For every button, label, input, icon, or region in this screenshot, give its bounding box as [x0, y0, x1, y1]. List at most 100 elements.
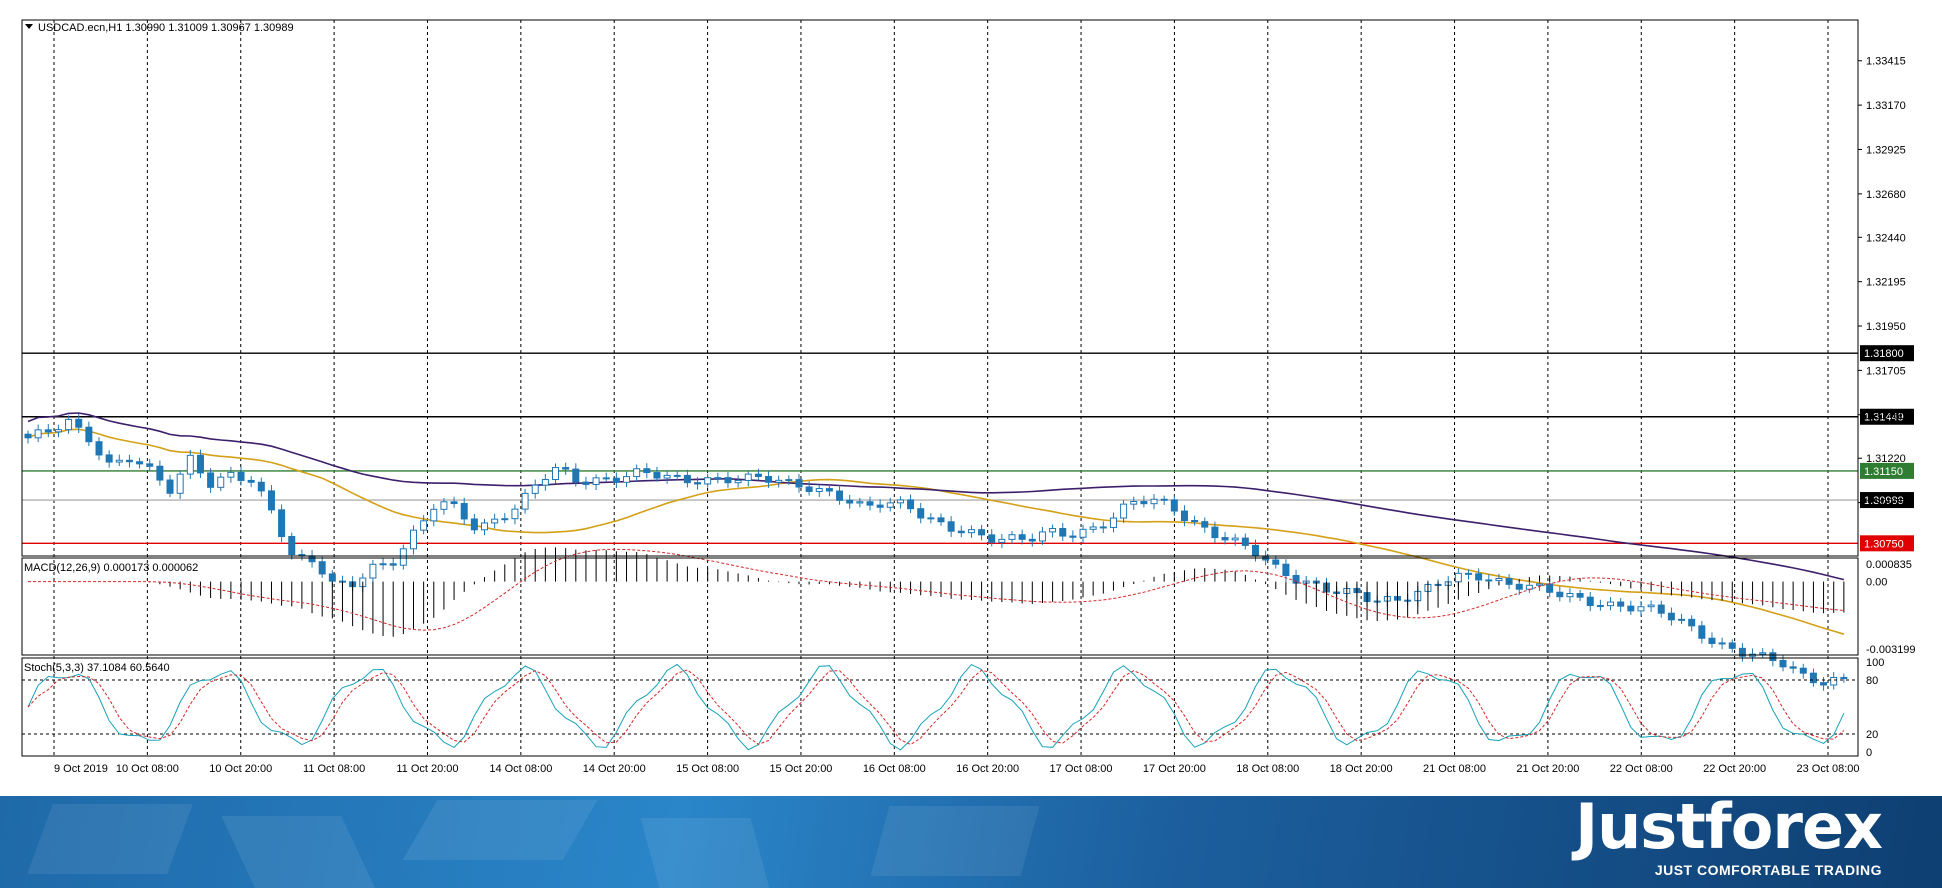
- candle-body: [1201, 521, 1209, 528]
- chevron-down-icon[interactable]: [25, 24, 33, 29]
- y-tick-label: 1.32680: [1866, 189, 1906, 201]
- candle-body: [237, 471, 245, 481]
- stoch-tick-label: 20: [1866, 729, 1878, 741]
- candle-body: [1728, 642, 1736, 649]
- y-tick-label: 1.31220: [1866, 453, 1906, 465]
- candle-body: [1109, 517, 1117, 528]
- candle-body: [125, 459, 133, 463]
- candle-body: [896, 499, 904, 504]
- candle-body: [1231, 537, 1239, 541]
- candle-body: [1586, 596, 1594, 607]
- candle-body: [491, 518, 499, 524]
- candle-body: [207, 472, 215, 488]
- candle-body: [744, 473, 752, 481]
- candle-body: [24, 433, 32, 439]
- candle-body: [765, 475, 773, 483]
- candle-body: [247, 479, 255, 483]
- candle-body: [815, 488, 823, 492]
- candle-body: [592, 477, 600, 485]
- candle-body: [481, 522, 488, 531]
- stoch-tick-label: 80: [1866, 675, 1878, 687]
- candle-body: [1221, 537, 1229, 541]
- candle-body: [1627, 605, 1635, 612]
- candle-body: [562, 467, 570, 470]
- y-tick-label: 1.32925: [1866, 144, 1906, 156]
- x-tick-label: 15 Oct 08:00: [676, 763, 739, 775]
- candle-body: [1799, 667, 1807, 674]
- y-tick-label: 1.33415: [1866, 56, 1906, 68]
- candle-body: [217, 476, 225, 488]
- level-tag-label: 1.31800: [1864, 348, 1904, 360]
- candle-body: [166, 479, 174, 494]
- candle-body: [1667, 612, 1675, 621]
- candle-body: [673, 474, 681, 477]
- candle-body: [1637, 606, 1645, 612]
- candle-body: [1241, 537, 1249, 546]
- x-tick-label: 10 Oct 20:00: [209, 763, 272, 775]
- candle-body: [430, 508, 438, 522]
- macd-tick-label: 0.000835: [1866, 559, 1912, 571]
- candle-body: [1718, 642, 1726, 645]
- candle-body: [541, 478, 549, 486]
- candle-body: [1475, 573, 1483, 581]
- stoch-main-line: [27, 663, 1845, 751]
- x-tick-label: 21 Oct 08:00: [1423, 763, 1486, 775]
- level-tag: [1860, 345, 1914, 362]
- x-tick-label: 22 Oct 08:00: [1610, 763, 1673, 775]
- y-tick-label: 1.30975: [1866, 498, 1906, 510]
- candle-body: [1282, 563, 1290, 576]
- x-tick-label: 15 Oct 20:00: [769, 763, 832, 775]
- candle-body: [724, 477, 732, 484]
- candle-body: [947, 521, 955, 532]
- candle-body: [714, 477, 722, 480]
- candle-body: [1049, 527, 1057, 533]
- macd-label: MACD(12,26,9) 0.000173 0.000062: [24, 562, 198, 574]
- candle-body: [1272, 559, 1280, 565]
- x-tick-label: 18 Oct 08:00: [1236, 763, 1299, 775]
- candle-body: [876, 504, 884, 508]
- candle-body: [227, 471, 235, 478]
- candle-body: [521, 492, 529, 510]
- candle-body: [552, 467, 560, 480]
- y-tick-label: 1.33170: [1866, 100, 1906, 112]
- candle-body: [1160, 498, 1168, 501]
- candle-body: [602, 477, 610, 480]
- level-tag: [1860, 462, 1914, 479]
- candle-body: [501, 518, 509, 521]
- candle-body: [683, 474, 691, 484]
- candle-body: [1536, 583, 1544, 586]
- candle-body: [775, 479, 783, 483]
- y-tick-label: 1.31705: [1866, 365, 1906, 377]
- candle-body: [44, 429, 52, 433]
- candle-body: [95, 441, 103, 456]
- candle-body: [34, 429, 42, 439]
- candle-body: [186, 454, 194, 475]
- y-tick-label: 1.32195: [1866, 277, 1906, 289]
- candle-body: [907, 499, 915, 510]
- candle-body: [988, 534, 996, 543]
- candle-body: [1028, 538, 1036, 542]
- candle-body: [694, 482, 702, 485]
- candle-body: [75, 418, 83, 428]
- candle-body: [1140, 500, 1148, 505]
- candle-body: [704, 477, 712, 485]
- candle-body: [65, 418, 73, 431]
- panel-frame-1: [21, 557, 1859, 656]
- level-tag-label: 1.30989: [1864, 495, 1904, 507]
- x-tick-label: 17 Oct 20:00: [1143, 763, 1206, 775]
- symbol-header: USDCAD.ecn,H1 1.30990 1.31009 1.30967 1.…: [38, 22, 294, 34]
- candle-body: [1769, 652, 1777, 661]
- candle-body: [1130, 500, 1138, 505]
- candle-body: [866, 501, 874, 506]
- candle-body: [420, 520, 428, 531]
- candle-body: [967, 529, 975, 534]
- candle-body: [825, 488, 833, 492]
- candle-body: [1556, 591, 1564, 598]
- x-tick-label: 16 Oct 20:00: [956, 763, 1019, 775]
- candle-body: [196, 454, 204, 474]
- macd-tick-label: 0.00: [1866, 577, 1887, 589]
- candle-body: [1830, 676, 1838, 686]
- level-tag: [1860, 535, 1914, 552]
- panel-frame-2: [21, 657, 1859, 757]
- level-tag-label: 1.30750: [1864, 538, 1904, 550]
